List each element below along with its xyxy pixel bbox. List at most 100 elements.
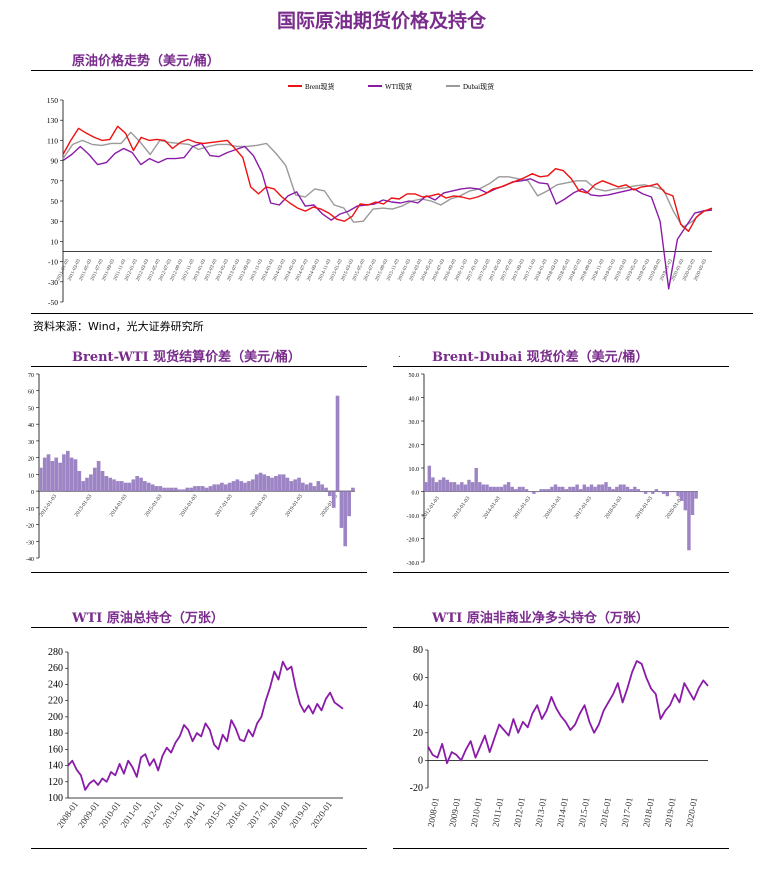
x-tick-label: 2017-01 — [620, 797, 635, 828]
bar — [470, 482, 475, 492]
bar — [640, 491, 644, 493]
y-tick-label: 0 — [418, 755, 423, 766]
bar — [579, 489, 583, 492]
x-tick-label: 2017-01-03 — [214, 494, 234, 519]
bar — [460, 482, 464, 492]
bar — [492, 486, 496, 492]
bar — [478, 482, 482, 492]
bar — [50, 461, 55, 492]
bar — [212, 484, 217, 492]
bar — [293, 479, 297, 492]
x-tick-label: 2015-01-03 — [513, 496, 533, 521]
wti-oi-chart: 1001201401601802002202402602802008-01200… — [48, 647, 344, 830]
bar — [266, 476, 271, 492]
bar — [277, 474, 282, 492]
bar — [654, 489, 659, 492]
y-tick-label: -30 — [48, 278, 58, 287]
bar — [220, 482, 224, 492]
bar — [431, 477, 435, 492]
bar — [351, 487, 355, 491]
bar — [427, 465, 432, 492]
bar — [66, 450, 70, 491]
wti-net-long-title-rule — [393, 627, 729, 628]
bar — [514, 489, 518, 492]
bar — [629, 489, 633, 492]
x-tick-label: 2013-01-03 — [74, 494, 94, 519]
x-tick-label: 2010-01 — [469, 797, 484, 828]
bar — [438, 479, 442, 492]
bar — [424, 482, 428, 492]
bar — [434, 482, 439, 492]
bar — [42, 457, 47, 492]
bar — [200, 486, 205, 492]
brent-dubai-bottom-rule — [393, 572, 729, 573]
bar — [564, 489, 569, 492]
bar — [123, 482, 128, 492]
wti-oi-bottom-rule — [31, 848, 367, 849]
bar — [535, 491, 540, 493]
x-tick-label: 2012-01-03 — [39, 494, 59, 519]
bar — [100, 471, 105, 492]
bar — [571, 486, 576, 492]
bar — [506, 482, 511, 492]
x-tick-label: 2016-01 — [598, 797, 613, 828]
bar — [143, 481, 147, 492]
bar — [197, 486, 201, 492]
y-tick-label: 30 — [28, 440, 34, 446]
bar — [575, 484, 579, 492]
y-tick-label: 50 — [28, 406, 34, 412]
x-tick-label: 2018-01-03 — [249, 494, 269, 519]
bar — [496, 486, 500, 492]
bar — [93, 467, 97, 492]
y-tick-label: 10.0 — [409, 467, 420, 473]
bar — [208, 486, 213, 492]
bar — [216, 484, 220, 492]
x-tick-label: 2013-01 — [533, 797, 548, 828]
bar — [308, 482, 313, 492]
bar — [604, 482, 608, 492]
bar — [69, 457, 74, 492]
x-tick-label: 2019-01-03 — [284, 494, 304, 519]
wti-net-long-chart: -20 0 20 40 60 80 2008-01 2009-01 2010-01 2011-01… — [410, 645, 709, 828]
bar — [593, 486, 597, 492]
x-tick-label: 2019-01-03 — [634, 496, 654, 521]
series-line-Brent现货 — [62, 125, 713, 233]
y-tick-label: -10 — [26, 507, 34, 513]
bar — [680, 491, 684, 501]
y-tick-label: 80 — [413, 645, 423, 656]
legend-label: WTI现货 — [385, 82, 412, 91]
x-tick-label: 2015-01-03 — [144, 494, 164, 519]
oi-line — [67, 660, 344, 791]
bar — [54, 457, 59, 492]
bar — [46, 454, 51, 492]
brent-wti-title-rule — [31, 366, 367, 367]
bar — [62, 454, 66, 492]
bar — [235, 479, 240, 492]
x-tick-label: 2020-01 — [684, 797, 699, 828]
series-line-Dubai现货 — [62, 131, 713, 229]
bar — [227, 482, 232, 492]
net-long-line — [427, 660, 709, 765]
bar — [131, 479, 136, 492]
bar — [683, 491, 688, 511]
bar — [510, 486, 514, 492]
y-tick-label: -50 — [48, 298, 58, 307]
wti-net-long-title: WTI 原油非商业净多头持仓（万张） — [432, 611, 649, 626]
y-tick-label: -10 — [48, 258, 58, 267]
bar — [112, 479, 116, 492]
bar — [582, 484, 587, 492]
x-tick-label: 2011-01 — [490, 797, 505, 828]
page-title: 国际原油期货价格及持仓 — [276, 10, 486, 32]
bar — [281, 474, 286, 492]
bar — [474, 468, 478, 492]
bar — [85, 477, 89, 492]
bar — [568, 486, 572, 492]
bar — [304, 484, 309, 492]
bar — [166, 487, 170, 491]
x-tick-label: 2016-01-03 — [543, 496, 563, 521]
bar — [270, 477, 274, 492]
bar — [485, 484, 489, 492]
x-tick-label: 2015-01 — [576, 797, 591, 828]
bar — [331, 491, 336, 508]
bar — [150, 484, 155, 492]
